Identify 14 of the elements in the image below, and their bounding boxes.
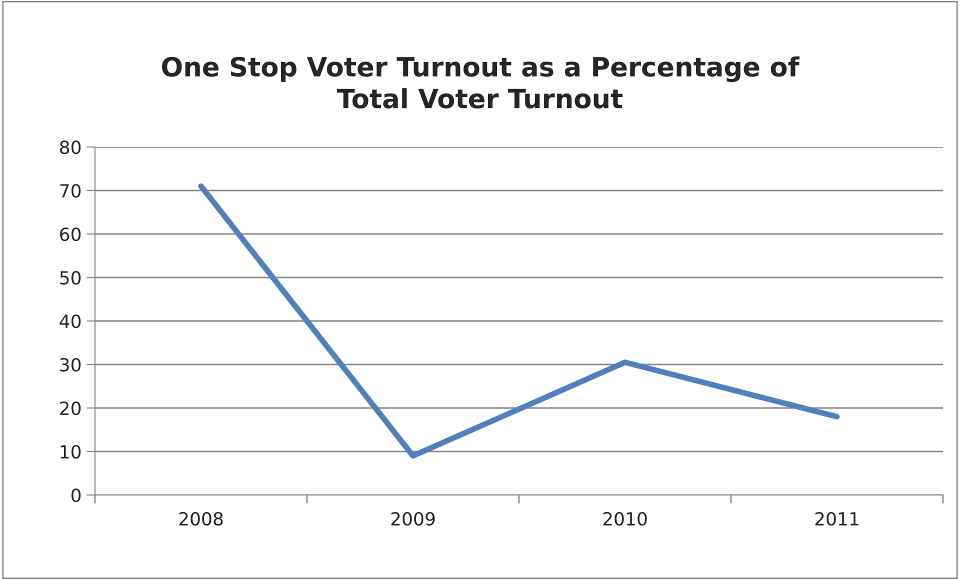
y-tick-label: 70 bbox=[60, 184, 81, 198]
y-tick-label: 50 bbox=[60, 270, 81, 285]
y-tick-label: 30 bbox=[60, 358, 81, 372]
y-tick-label: 40 bbox=[60, 314, 81, 328]
y-tick-label: 10 bbox=[60, 444, 81, 459]
x-tick-label: 2011 bbox=[815, 512, 858, 526]
x-tick-label: 2008 bbox=[179, 512, 223, 526]
x-tick-label: 2009 bbox=[391, 512, 435, 526]
x-tick-label: 2010 bbox=[603, 512, 647, 526]
y-tick-label: 80 bbox=[60, 140, 81, 154]
y-tick-label: 60 bbox=[60, 227, 81, 242]
y-tick-label: 20 bbox=[60, 401, 81, 416]
y-tick-label: 0 bbox=[72, 488, 81, 502]
chart-title: One Stop Voter Turnout as a Percentage of Total Voter Turnout bbox=[162, 56, 800, 109]
